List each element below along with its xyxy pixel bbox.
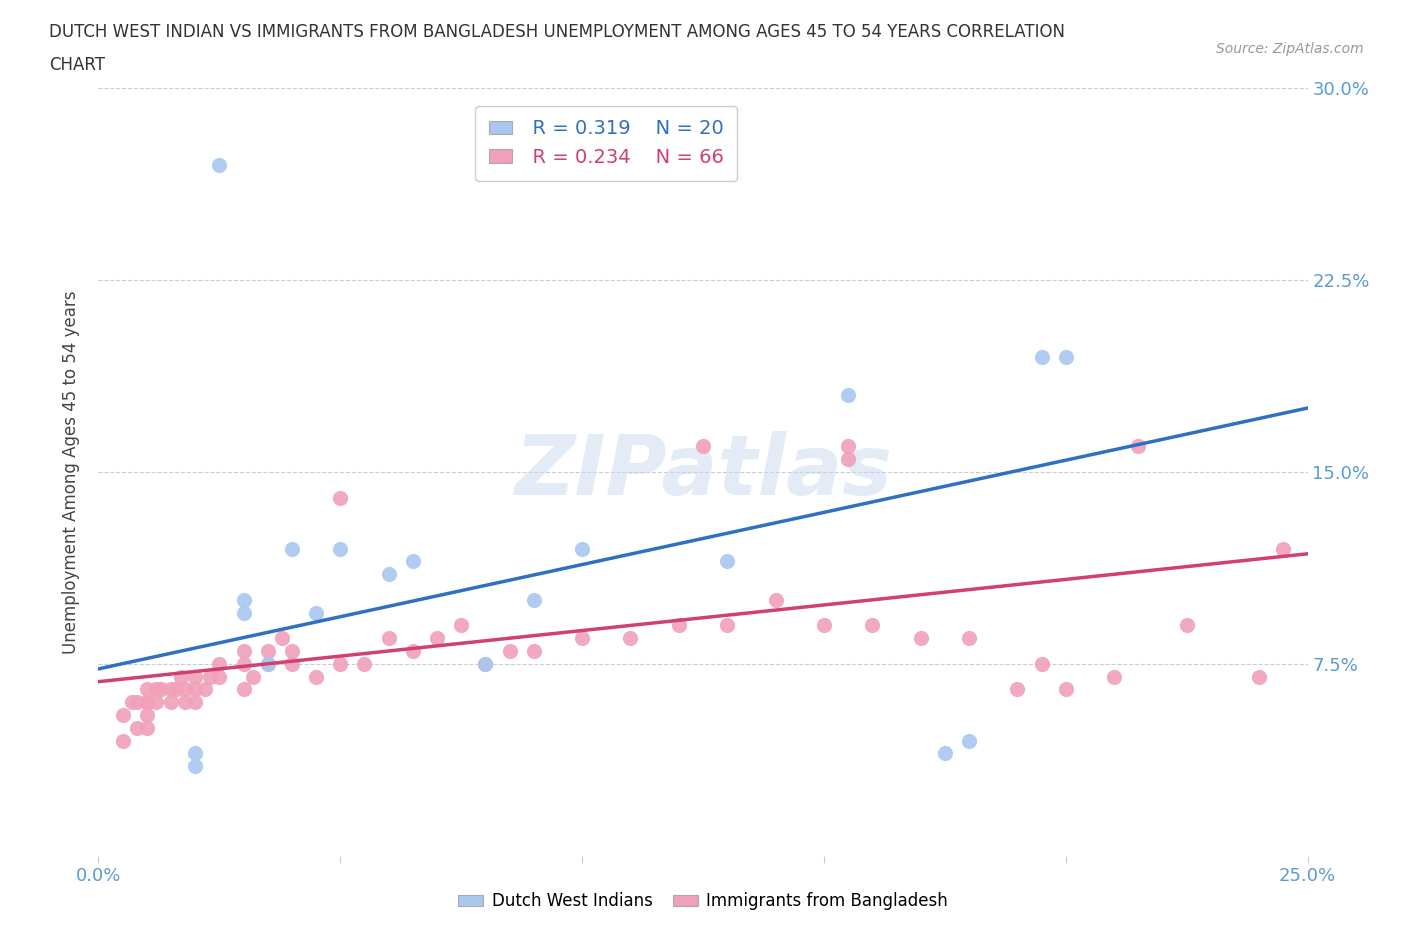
Point [329, 490, 352, 505]
Point [232, 644, 254, 658]
Point [135, 695, 157, 710]
Point [450, 618, 472, 633]
Point [1031, 657, 1053, 671]
Point [271, 631, 294, 645]
Legend:   R = 0.319    N = 20,   R = 0.234    N = 66: R = 0.319 N = 20, R = 0.234 N = 66 [475, 106, 737, 180]
Point [174, 682, 197, 697]
Point [184, 682, 207, 697]
Point [837, 452, 859, 467]
Point [174, 695, 197, 710]
Point [329, 657, 352, 671]
Y-axis label: Unemployment Among Ages 45 to 54 years: Unemployment Among Ages 45 to 54 years [62, 290, 80, 654]
Point [127, 720, 149, 735]
Point [127, 695, 149, 710]
Point [145, 695, 167, 710]
Point [256, 657, 278, 671]
Point [934, 746, 956, 761]
Point [837, 439, 859, 454]
Point [523, 592, 546, 607]
Point [165, 682, 187, 697]
Point [1054, 350, 1077, 365]
Point [402, 644, 425, 658]
Point [957, 631, 980, 645]
Point [619, 631, 641, 645]
Point [281, 541, 304, 556]
Point [145, 682, 167, 697]
Point [402, 554, 425, 569]
Point [208, 670, 231, 684]
Point [160, 682, 183, 697]
Text: DUTCH WEST INDIAN VS IMMIGRANTS FROM BANGLADESH UNEMPLOYMENT AMONG AGES 45 TO 54: DUTCH WEST INDIAN VS IMMIGRANTS FROM BAN… [49, 23, 1066, 41]
Point [716, 554, 738, 569]
Point [111, 708, 134, 723]
Point [135, 682, 157, 697]
Text: Source: ZipAtlas.com: Source: ZipAtlas.com [1216, 42, 1364, 56]
Point [571, 631, 593, 645]
Point [305, 605, 328, 620]
Point [1175, 618, 1198, 633]
Point [184, 670, 207, 684]
Point [208, 657, 231, 671]
Point [135, 720, 157, 735]
Point [523, 644, 546, 658]
Point [910, 631, 932, 645]
Point [305, 670, 328, 684]
Point [692, 439, 714, 454]
Point [377, 631, 399, 645]
Point [169, 670, 191, 684]
Point [184, 759, 207, 774]
Point [668, 618, 690, 633]
Point [860, 618, 883, 633]
Text: ZIPatlas: ZIPatlas [515, 432, 891, 512]
Point [377, 567, 399, 582]
Point [150, 682, 173, 697]
Point [232, 592, 254, 607]
Point [1128, 439, 1150, 454]
Point [256, 644, 278, 658]
Point [474, 657, 496, 671]
Point [837, 388, 859, 403]
Point [135, 695, 157, 710]
Point [198, 670, 221, 684]
Point [208, 157, 231, 173]
Point [111, 733, 134, 748]
Point [426, 631, 449, 645]
Point [184, 695, 207, 710]
Point [765, 592, 787, 607]
Legend: Dutch West Indians, Immigrants from Bangladesh: Dutch West Indians, Immigrants from Bang… [451, 885, 955, 917]
Point [571, 541, 593, 556]
Point [498, 644, 520, 658]
Point [474, 657, 496, 671]
Point [329, 541, 352, 556]
Point [232, 605, 254, 620]
Point [242, 670, 264, 684]
Point [1249, 670, 1271, 684]
Point [160, 695, 183, 710]
Point [184, 746, 207, 761]
Point [232, 682, 254, 697]
Point [716, 618, 738, 633]
Point [957, 733, 980, 748]
Point [1007, 682, 1029, 697]
Point [256, 657, 278, 671]
Point [121, 695, 143, 710]
Point [1272, 541, 1295, 556]
Point [194, 682, 217, 697]
Point [135, 708, 157, 723]
Point [232, 657, 254, 671]
Point [813, 618, 835, 633]
Point [281, 644, 304, 658]
Point [281, 657, 304, 671]
Point [1102, 670, 1125, 684]
Text: CHART: CHART [49, 56, 105, 73]
Point [1054, 682, 1077, 697]
Point [1031, 350, 1053, 365]
Point [353, 657, 375, 671]
